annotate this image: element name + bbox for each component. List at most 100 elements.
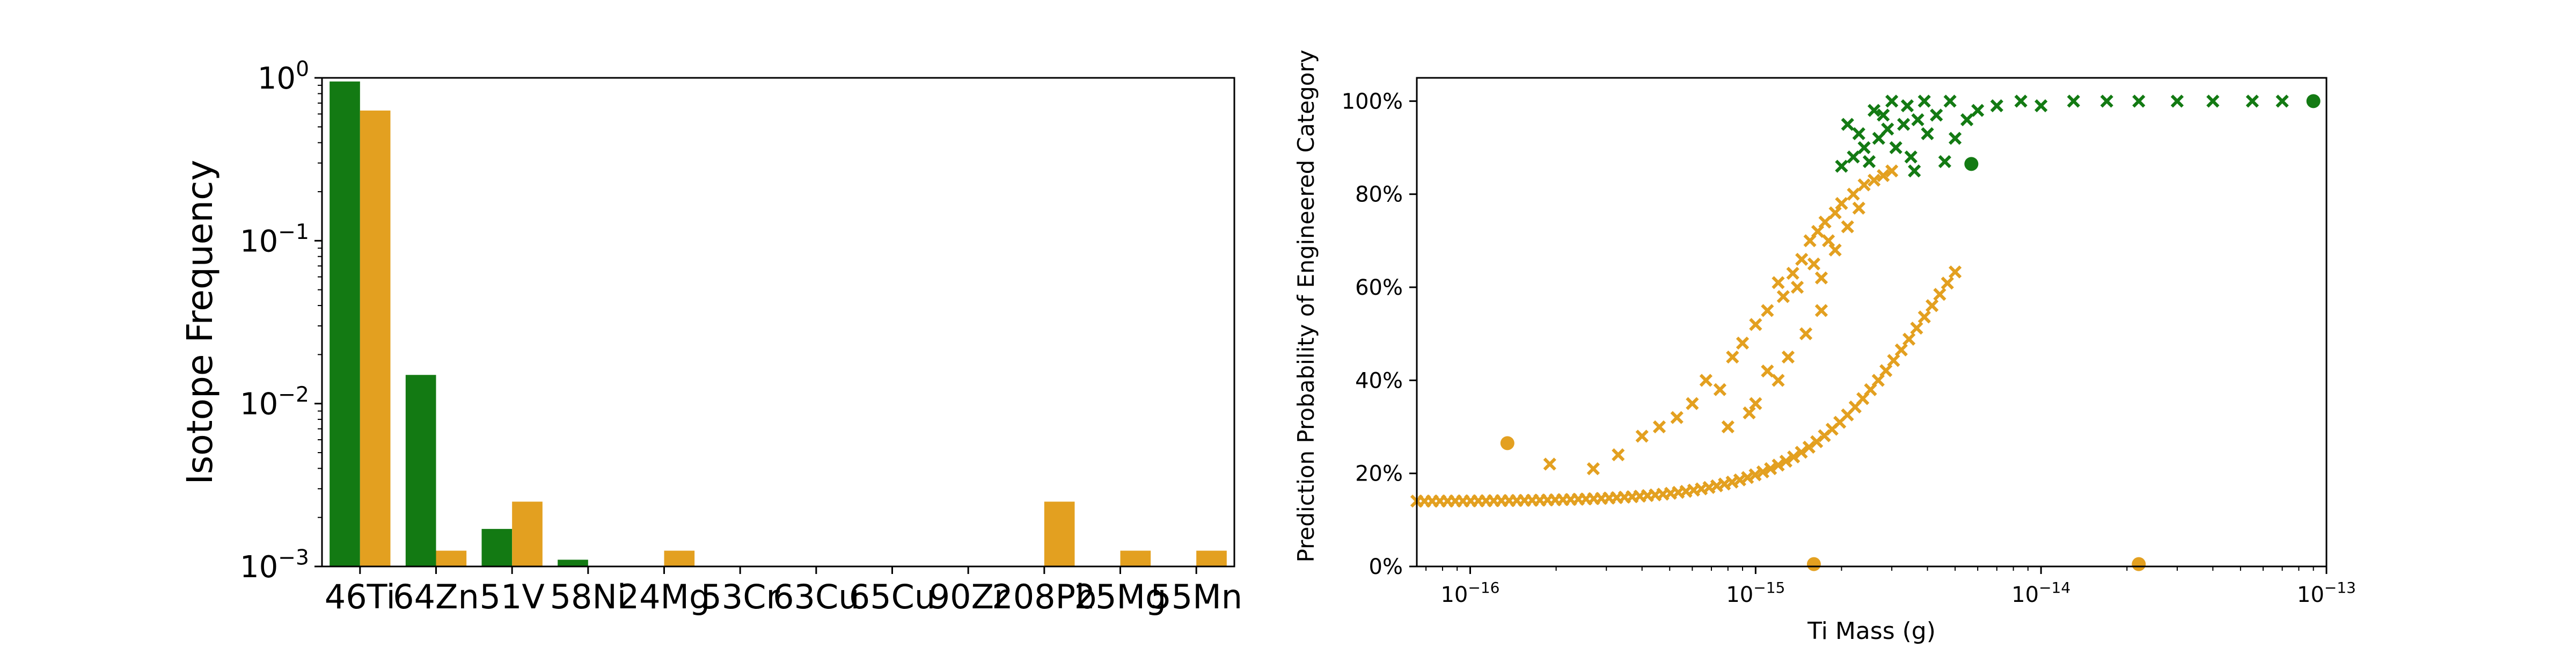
trend-point (1941, 277, 1954, 290)
scatter-point-series-3 (1835, 197, 1848, 210)
trend-point (1779, 454, 1792, 468)
bar-25Mg-series-2 (1120, 550, 1151, 566)
scatter-point-series-3 (1795, 252, 1809, 266)
scatter-point-series-3 (1652, 420, 1666, 434)
x-tick-label-51V: 51V (480, 577, 545, 616)
scatter-point-series-1 (1921, 127, 1934, 141)
scatter-point-series-4 (1806, 557, 1821, 571)
scatter-point-series-1 (1841, 118, 1854, 131)
trend-point (1772, 459, 1785, 472)
scatter-point-series-3 (1841, 220, 1854, 234)
trend-point (1925, 299, 1939, 312)
y-tick-label: 60% (1355, 275, 1403, 300)
x-tick-label-65Cu: 65Cu (849, 577, 935, 616)
bar-51V-series-2 (512, 501, 543, 566)
scatter-point-series-3 (1818, 215, 1832, 229)
trend-point (1910, 322, 1923, 335)
scatter-point-series-3 (1670, 411, 1684, 424)
scatter-point-series-1 (1872, 132, 1885, 145)
trend-point (1748, 468, 1762, 482)
scatter-point-series-1 (1943, 94, 1957, 108)
scatter-point-series-3 (1821, 234, 1835, 248)
trend-point (1787, 450, 1801, 464)
scatter-point-series-3 (1736, 336, 1750, 350)
x-tick-label-25Mg: 25Mg (1074, 577, 1167, 616)
scatter-point-series-1 (1847, 150, 1860, 164)
scatter-point-series-3 (1721, 420, 1735, 434)
bar-46Ti-series-1 (330, 81, 360, 566)
scatter-point-series-4 (1500, 436, 1514, 450)
bar-24Mg-series-2 (664, 550, 695, 566)
scatter-point-series-2 (1964, 157, 1979, 171)
scatter-point-series-3 (1749, 318, 1762, 331)
scatter-point-series-1 (2014, 94, 2028, 108)
scatter-point-series-3 (1857, 178, 1871, 192)
prediction-probability-chart: 0% 20% 40% 60% 80% 100% 10−16 10−15 10−14 10−13 Ti… (1293, 49, 2356, 645)
scatter-point-series-1 (2275, 94, 2289, 108)
x-tick-label: 10−15 (1726, 579, 1785, 607)
scatter-point-series-4 (2132, 557, 2146, 571)
x-tick-label-46Ti: 46Ti (325, 577, 396, 616)
x-tick-label: 10−14 (2011, 579, 2070, 607)
y-tick-label: 0% (1369, 555, 1403, 579)
scatter-point-series-1 (1852, 127, 1865, 141)
scatter-point-series-1 (1885, 94, 1899, 108)
scatter-point-series-1 (1918, 94, 1931, 108)
trend-point (1887, 354, 1900, 367)
scatter-point-series-1 (1862, 155, 1876, 169)
scatter-point-series-3 (1635, 430, 1649, 443)
scatter-point-series-1 (1908, 164, 1921, 178)
x-tick-label-58Ni: 58Ni (550, 577, 627, 616)
y-tick-label: 40% (1355, 368, 1403, 393)
y-tick-label: 10−3 (240, 546, 309, 585)
trend-point (1764, 462, 1777, 475)
scatter-point-series-3 (1699, 374, 1713, 387)
y-tick-label: 100% (1342, 89, 1403, 114)
x-tick-label-208Pb: 208Pb (992, 577, 1096, 616)
x-tick-label-63Cu: 63Cu (773, 577, 859, 616)
trend-point (1756, 465, 1769, 479)
scatter-point-series-1 (1930, 108, 1943, 122)
scatter-point-series-1 (2245, 94, 2259, 108)
bar-208Pb-series-2 (1044, 501, 1075, 566)
x-tick-label-24Mg: 24Mg (618, 577, 711, 616)
trend-point (1795, 446, 1808, 459)
scatter-point-series-3 (1885, 164, 1899, 178)
y-tick-label: 20% (1355, 462, 1403, 486)
scatter-point-series-1 (1971, 104, 1985, 117)
plot-frame (321, 77, 1235, 568)
scatter-point-series-1 (1911, 113, 1924, 127)
trend-point (1948, 265, 1962, 279)
bar-55Mn-series-2 (1196, 550, 1227, 566)
scatter-point-series-3 (1586, 462, 1600, 476)
scatter-point-series-1 (1881, 122, 1894, 136)
y-tick-label: 10−2 (240, 383, 309, 422)
y-tick-label: 80% (1355, 183, 1403, 207)
scatter-point-series-1 (1960, 113, 1974, 127)
scatter-point-series-1 (2132, 94, 2146, 108)
scatter-point-series-3 (1749, 397, 1762, 410)
scatter-point-series-1 (1857, 141, 1871, 155)
scatter-point-series-3 (1867, 173, 1881, 187)
scatter-point-series-3 (1847, 187, 1860, 201)
scatter-point-series-3 (1828, 243, 1842, 257)
scatter-point-series-3 (1543, 457, 1556, 471)
bar-64Zn-series-2 (436, 550, 467, 566)
bar-51V-series-1 (481, 529, 513, 566)
scatter-point-series-3 (1828, 206, 1842, 220)
scatter-point-series-1 (1900, 99, 1914, 113)
scatter-point-series-3 (1772, 276, 1785, 289)
scatter-point-series-3 (1877, 169, 1890, 183)
scatter-point-series-1 (1948, 132, 1962, 145)
bar-64Zn-series-1 (405, 375, 436, 566)
scatter-point-series-3 (1781, 350, 1795, 364)
y-axis-label: Isotope Frequency (179, 160, 221, 485)
scatter-point-series-3 (1814, 271, 1828, 285)
scatter-point-series-3 (1790, 280, 1804, 294)
scatter-point-series-3 (1761, 364, 1774, 378)
trend-point (1879, 364, 1893, 377)
scatter-point-series-1 (2035, 99, 2048, 113)
